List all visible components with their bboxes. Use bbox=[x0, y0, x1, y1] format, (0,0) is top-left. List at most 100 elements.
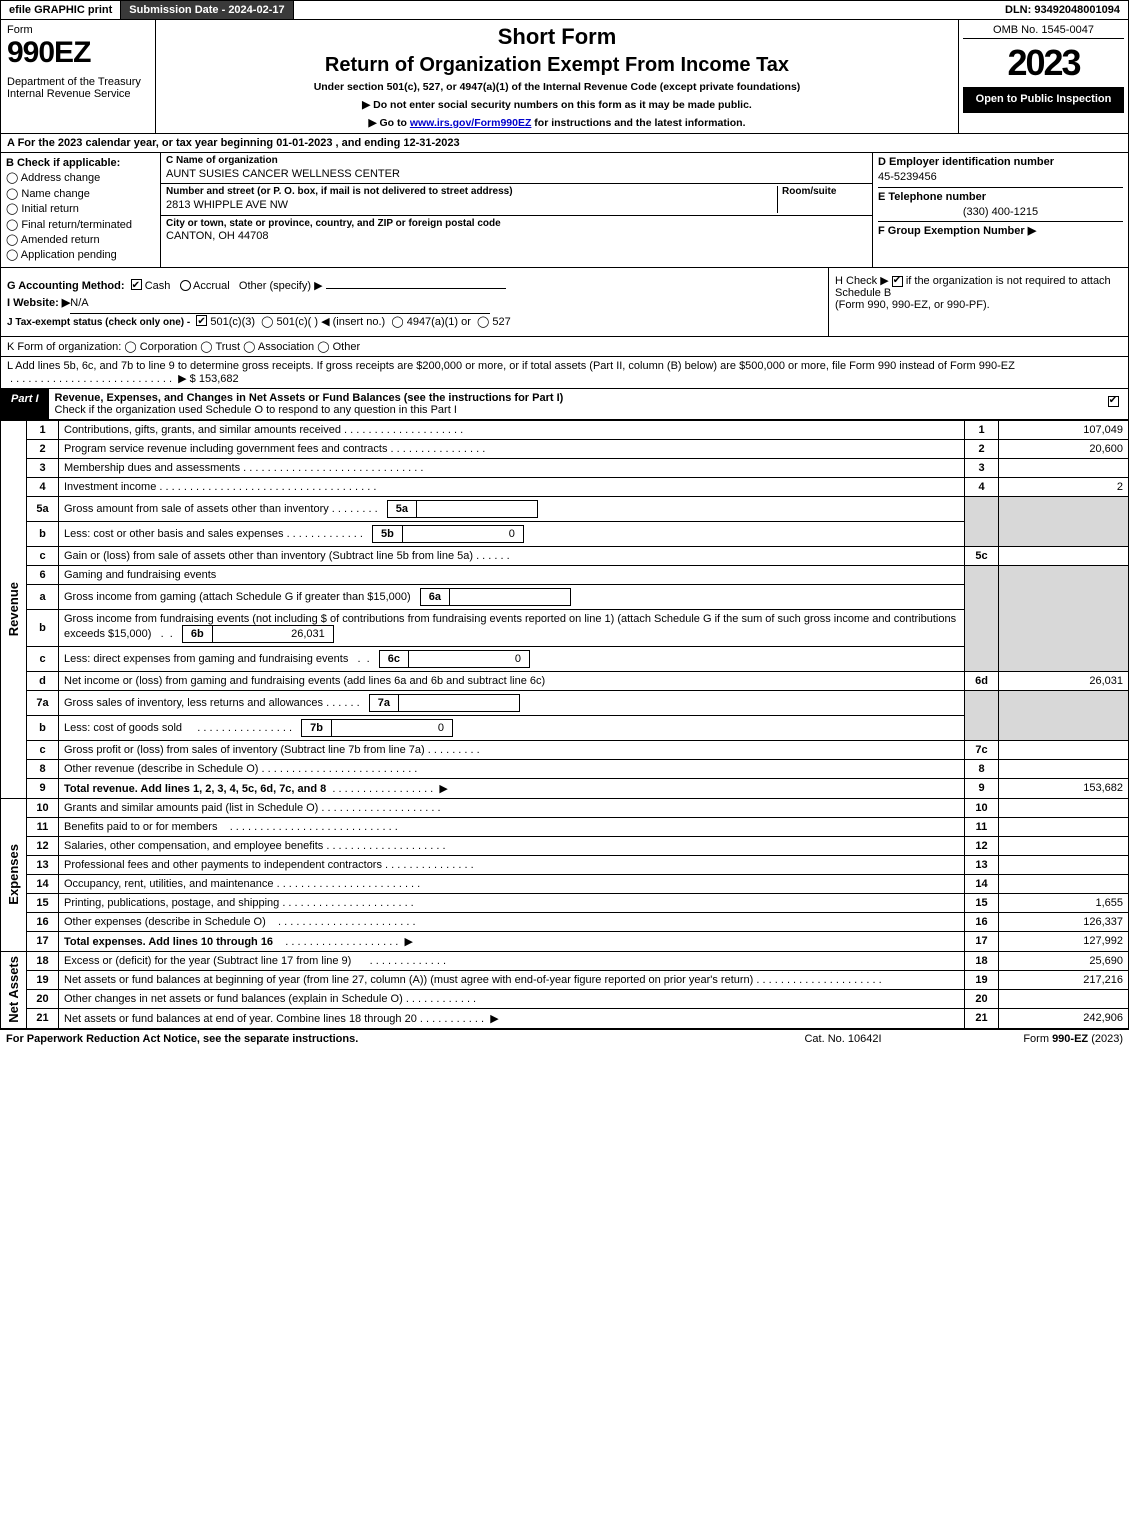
amt-15: 1,655 bbox=[999, 893, 1129, 912]
line-l: L Add lines 5b, 6c, and 7b to line 9 to … bbox=[0, 357, 1129, 389]
val-7a bbox=[399, 695, 519, 711]
amt-21: 242,906 bbox=[999, 1008, 1129, 1028]
website-value: N/A bbox=[70, 295, 490, 314]
short-form-title: Short Form bbox=[164, 24, 950, 50]
row-9: 9 Total revenue. Add lines 1, 2, 3, 4, 5… bbox=[1, 778, 1129, 798]
ck-name-change[interactable]: ◯ Name change bbox=[6, 187, 155, 202]
open-to-public: Open to Public Inspection bbox=[963, 87, 1124, 113]
ghij-left: G Accounting Method: Cash Accrual Other … bbox=[1, 268, 828, 336]
row-2: 2 Program service revenue including gove… bbox=[1, 439, 1129, 458]
row-5c: c Gain or (loss) from sale of assets oth… bbox=[1, 546, 1129, 565]
row-6: 6 Gaming and fundraising events bbox=[1, 565, 1129, 584]
line-h: H Check ▶ if the organization is not req… bbox=[828, 268, 1128, 336]
ck-final-return[interactable]: ◯ Final return/terminated bbox=[6, 218, 155, 233]
row-6d: d Net income or (loss) from gaming and f… bbox=[1, 671, 1129, 690]
line-k: K Form of organization: ◯ Corporation ◯ … bbox=[0, 337, 1129, 357]
row-15: 15Printing, publications, postage, and s… bbox=[1, 893, 1129, 912]
ck-schedule-b[interactable] bbox=[892, 276, 903, 287]
submission-date: Submission Date - 2024-02-17 bbox=[121, 1, 293, 19]
part1-schedule-o-check[interactable] bbox=[1098, 389, 1128, 419]
row-11: 11Benefits paid to or for members . . . … bbox=[1, 817, 1129, 836]
row-4: 4 Investment income . . . . . . . . . . … bbox=[1, 477, 1129, 496]
part1-tab: Part I bbox=[1, 389, 49, 419]
row-3: 3 Membership dues and assessments . . . … bbox=[1, 458, 1129, 477]
header-left: Form 990EZ Department of the Treasury In… bbox=[1, 20, 156, 133]
row-16: 16Other expenses (describe in Schedule O… bbox=[1, 912, 1129, 931]
ein-label: D Employer identification number bbox=[878, 155, 1123, 170]
amt-19: 217,216 bbox=[999, 970, 1129, 989]
amt-17: 127,992 bbox=[999, 931, 1129, 951]
org-address: 2813 WHIPPLE AVE NW bbox=[166, 199, 777, 213]
block-ghij: G Accounting Method: Cash Accrual Other … bbox=[0, 268, 1129, 337]
amt-4: 2 bbox=[999, 477, 1129, 496]
col-b-header: B Check if applicable: bbox=[6, 156, 155, 171]
row-21: 21Net assets or fund balances at end of … bbox=[1, 1008, 1129, 1028]
dept-treasury: Department of the Treasury Internal Reve… bbox=[7, 76, 149, 100]
part1-table: Revenue 1 Contributions, gifts, grants, … bbox=[0, 420, 1129, 1029]
row-20: 20Other changes in net assets or fund ba… bbox=[1, 989, 1129, 1008]
tax-year: 2023 bbox=[963, 39, 1124, 87]
omb-number: OMB No. 1545-0047 bbox=[963, 22, 1124, 39]
amt-1: 107,049 bbox=[999, 420, 1129, 439]
form-ref: Form 990-EZ (2023) bbox=[943, 1033, 1123, 1045]
row-6a: a Gross income from gaming (attach Sched… bbox=[1, 584, 1129, 609]
val-6a bbox=[450, 589, 570, 605]
col-b-checkboxes: B Check if applicable: ◯ Address change … bbox=[1, 153, 161, 267]
line-i: I Website: ▶N/A bbox=[7, 295, 822, 314]
row-14: 14Occupancy, rent, utilities, and mainte… bbox=[1, 874, 1129, 893]
expenses-label: Expenses bbox=[6, 844, 21, 905]
amt-10 bbox=[999, 798, 1129, 817]
val-7b: 0 bbox=[332, 720, 452, 736]
row-5b: b Less: cost or other basis and sales ex… bbox=[1, 521, 1129, 546]
col-d-ein-tel: D Employer identification number 45-5239… bbox=[873, 153, 1128, 267]
efile-print[interactable]: efile GRAPHIC print bbox=[1, 1, 121, 19]
row-12: 12Salaries, other compensation, and empl… bbox=[1, 836, 1129, 855]
org-city: CANTON, OH 44708 bbox=[166, 230, 867, 244]
tel-value: (330) 400-1215 bbox=[878, 205, 1123, 220]
group-exemption-label: F Group Exemption Number ▶ bbox=[878, 224, 1123, 239]
ck-initial-return[interactable]: ◯ Initial return bbox=[6, 202, 155, 217]
ck-cash[interactable] bbox=[131, 279, 142, 290]
line-j: J Tax-exempt status (check only one) - 5… bbox=[7, 314, 822, 332]
amt-5c bbox=[999, 546, 1129, 565]
col-c-org-info: C Name of organization AUNT SUSIES CANCE… bbox=[161, 153, 873, 267]
row-5a: 5a Gross amount from sale of assets othe… bbox=[1, 496, 1129, 521]
ssn-warning: ▶ Do not enter social security numbers o… bbox=[164, 99, 950, 111]
city-label: City or town, state or province, country… bbox=[166, 218, 867, 231]
revenue-label: Revenue bbox=[6, 582, 21, 636]
amt-2: 20,600 bbox=[999, 439, 1129, 458]
amt-7c bbox=[999, 740, 1129, 759]
dln: DLN: 93492048001094 bbox=[997, 1, 1128, 19]
net-assets-label: Net Assets bbox=[6, 956, 21, 1023]
return-title: Return of Organization Exempt From Incom… bbox=[164, 54, 950, 77]
tel-label: E Telephone number bbox=[878, 190, 1123, 205]
row-6c: c Less: direct expenses from gaming and … bbox=[1, 646, 1129, 671]
addr-label: Number and street (or P. O. box, if mail… bbox=[166, 186, 777, 199]
paperwork-notice: For Paperwork Reduction Act Notice, see … bbox=[6, 1033, 743, 1045]
row-13: 13Professional fees and other payments t… bbox=[1, 855, 1129, 874]
row-10: Expenses 10 Grants and similar amounts p… bbox=[1, 798, 1129, 817]
under-section: Under section 501(c), 527, or 4947(a)(1)… bbox=[164, 81, 950, 93]
row-7a: 7a Gross sales of inventory, less return… bbox=[1, 690, 1129, 715]
row-a-tax-year: A For the 2023 calendar year, or tax yea… bbox=[0, 134, 1129, 153]
ck-501c3[interactable] bbox=[196, 315, 207, 326]
ck-amended-return[interactable]: ◯ Amended return bbox=[6, 233, 155, 248]
form-word: Form bbox=[7, 24, 149, 36]
amt-14 bbox=[999, 874, 1129, 893]
room-label: Room/suite bbox=[782, 186, 867, 199]
ck-address-change[interactable]: ◯ Address change bbox=[6, 171, 155, 186]
amt-18: 25,690 bbox=[999, 951, 1129, 970]
form-number: 990EZ bbox=[7, 36, 149, 70]
row-7b: b Less: cost of goods sold . . . . . . .… bbox=[1, 715, 1129, 740]
part1-header: Part I Revenue, Expenses, and Changes in… bbox=[0, 389, 1129, 420]
goto-line: ▶ Go to www.irs.gov/Form990EZ for instru… bbox=[164, 117, 950, 129]
ck-accrual[interactable] bbox=[180, 280, 191, 291]
amt-12 bbox=[999, 836, 1129, 855]
row-8: 8 Other revenue (describe in Schedule O)… bbox=[1, 759, 1129, 778]
line-g: G Accounting Method: Cash Accrual Other … bbox=[7, 278, 822, 296]
gross-receipts: 153,682 bbox=[199, 373, 239, 385]
amt-13 bbox=[999, 855, 1129, 874]
irs-link[interactable]: www.irs.gov/Form990EZ bbox=[410, 117, 532, 129]
ck-application-pending[interactable]: ◯ Application pending bbox=[6, 248, 155, 263]
other-specify-input[interactable] bbox=[326, 288, 506, 289]
